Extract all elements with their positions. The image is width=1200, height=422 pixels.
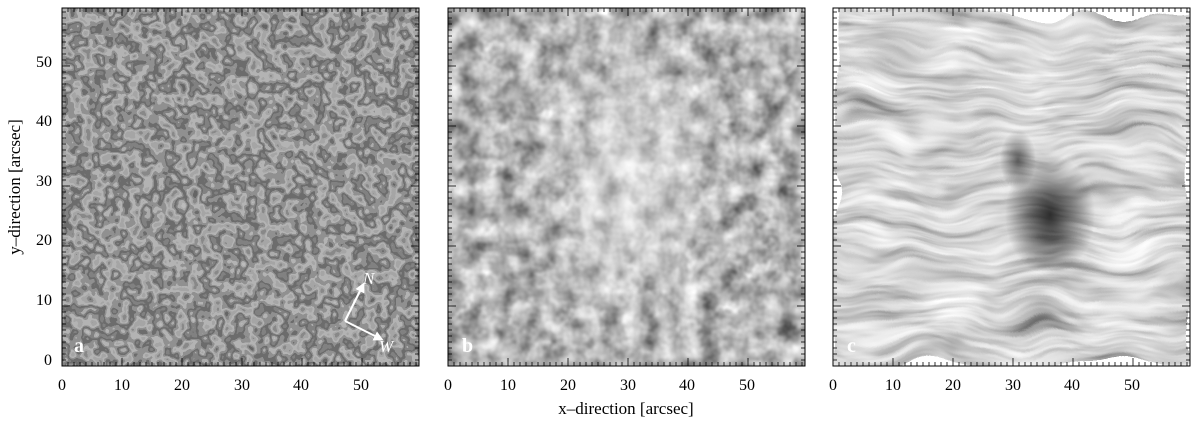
y-tick-label: 30 [36, 173, 52, 190]
x-tick-label: 30 [620, 377, 636, 394]
compass: N W [344, 269, 395, 356]
x-tick-label: 30 [1005, 377, 1021, 394]
north-arrow-icon [344, 282, 365, 322]
x-tick-label: 10 [114, 377, 130, 394]
panel-b-ticks [447, 8, 805, 367]
x-tick-label: 50 [739, 377, 755, 394]
panel-b-label: b [462, 335, 473, 357]
compass-west-label: W [379, 337, 395, 356]
x-tick-label: 20 [174, 377, 190, 394]
x-tick-label: 40 [293, 377, 309, 394]
x-tick-labels-b: 0 10 20 30 40 50 [444, 377, 755, 394]
panel-c-label: c [847, 335, 856, 357]
panel-a-label: a [74, 335, 84, 357]
x-axis-title: x–direction [arcsec] [558, 399, 693, 418]
panel-a: a N W [61, 7, 420, 367]
y-tick-label: 0 [44, 352, 52, 369]
west-arrow-icon [344, 320, 384, 341]
x-tick-label: 20 [945, 377, 961, 394]
panel-c-dark-region-2 [1000, 130, 1036, 190]
panel-a-ticks [61, 8, 419, 367]
x-tick-label: 50 [1124, 377, 1140, 394]
x-tick-label: 50 [353, 377, 369, 394]
y-tick-label: 50 [36, 54, 52, 71]
x-tick-label: 10 [500, 377, 516, 394]
panel-a-frame [61, 7, 420, 367]
x-tick-label: 0 [58, 377, 66, 394]
panel-b-bright-region [520, 5, 740, 355]
panel-c-ticks [832, 8, 1190, 367]
panel-a-image [62, 8, 419, 366]
x-tick-label: 0 [829, 377, 837, 394]
x-tick-label: 30 [234, 377, 250, 394]
x-tick-labels-c: 0 10 20 30 40 50 [829, 377, 1140, 394]
x-tick-label: 0 [444, 377, 452, 394]
panel-c-frame [832, 7, 1191, 367]
x-tick-label: 10 [885, 377, 901, 394]
x-tick-label: 40 [1064, 377, 1080, 394]
panel-b-frame [447, 7, 806, 367]
y-axis-title: y–direction [arcsec] [5, 119, 24, 254]
panel-b: b [447, 5, 806, 367]
y-tick-label: 40 [36, 113, 52, 130]
x-tick-label: 20 [560, 377, 576, 394]
compass-north-label: N [362, 269, 376, 288]
x-tick-label: 40 [679, 377, 695, 394]
y-tick-label: 20 [36, 232, 52, 249]
y-tick-label: 10 [36, 292, 52, 309]
y-tick-labels: 0 10 20 30 40 50 [36, 54, 52, 369]
x-tick-labels-a: 0 10 20 30 40 50 [58, 377, 369, 394]
panel-c: c [832, 7, 1191, 367]
